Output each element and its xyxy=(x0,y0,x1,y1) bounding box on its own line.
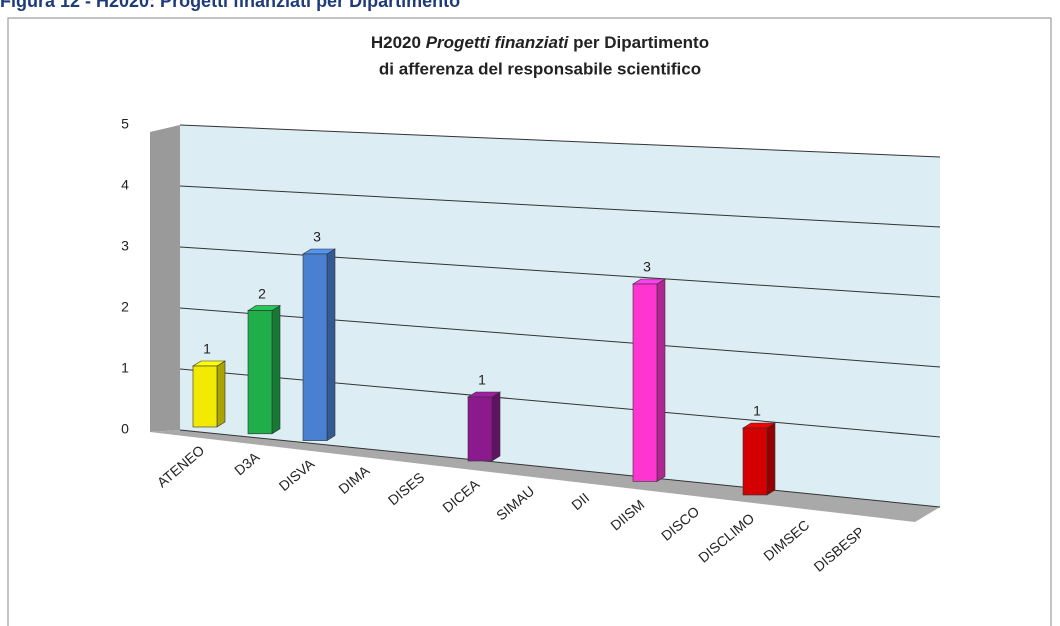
bar-side xyxy=(766,422,776,496)
title-part: H2020 xyxy=(371,33,421,52)
bar-side xyxy=(491,391,501,462)
bar xyxy=(192,365,218,428)
side-wall xyxy=(150,125,180,432)
bar xyxy=(742,427,768,496)
y-tick-label: 0 xyxy=(121,421,129,437)
bar-side xyxy=(326,248,336,442)
bar xyxy=(467,396,493,462)
bar xyxy=(302,253,328,441)
data-label: 1 xyxy=(478,372,486,388)
data-label: 3 xyxy=(643,259,651,275)
back-wall xyxy=(180,125,940,507)
bar-side xyxy=(271,305,281,435)
y-tick-label: 2 xyxy=(121,299,129,315)
y-tick-label: 3 xyxy=(121,238,129,254)
bar-side xyxy=(216,360,226,428)
chart-title: H2020 Progetti finanziati per Dipartimen… xyxy=(371,33,709,52)
bar xyxy=(632,283,658,482)
y-tick-label: 4 xyxy=(121,177,129,193)
y-tick-label: 1 xyxy=(121,360,129,376)
grid-line xyxy=(179,429,941,508)
grid-line xyxy=(179,124,941,158)
data-label: 3 xyxy=(313,229,321,245)
y-tick-label: 5 xyxy=(121,116,129,132)
bar-side xyxy=(656,278,666,482)
data-label: 1 xyxy=(203,341,211,357)
title-part: per Dipartimento xyxy=(573,33,709,52)
grid-line xyxy=(179,185,941,228)
chart-subtitle: di afferenza del responsabile scientific… xyxy=(379,59,701,78)
title-part: Progetti finanziati xyxy=(426,33,570,52)
data-label: 2 xyxy=(258,285,266,301)
bar xyxy=(247,310,273,435)
data-label: 1 xyxy=(753,403,761,419)
caption: Figura 12 - H2020: Progetti finanziati p… xyxy=(0,0,460,11)
floor xyxy=(150,430,940,522)
